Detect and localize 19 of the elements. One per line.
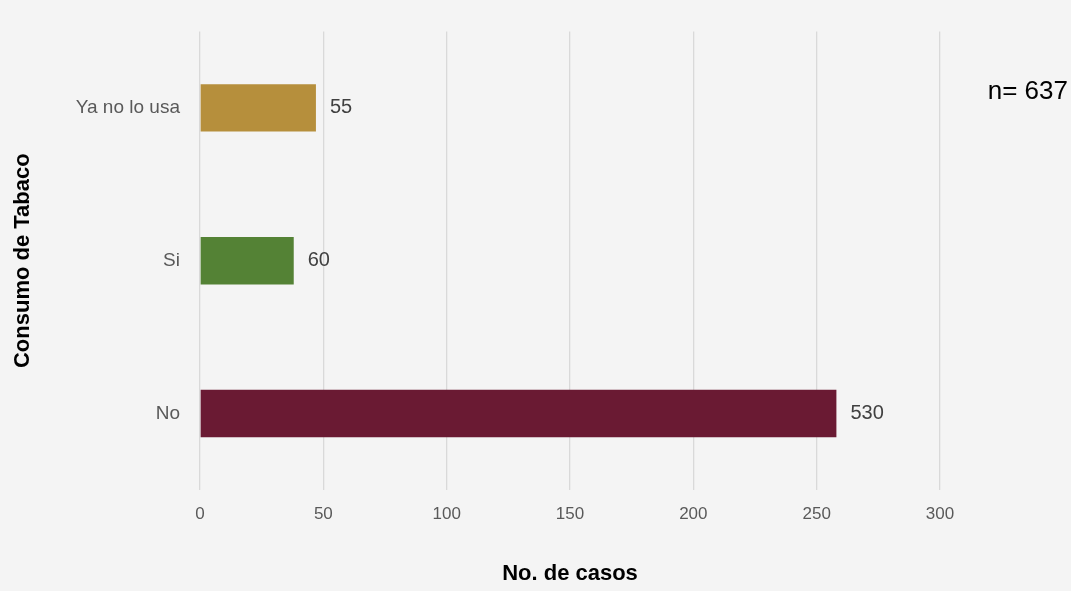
x-tick-label: 50: [313, 503, 333, 523]
bar: [200, 237, 294, 285]
x-tick-label: 150: [555, 503, 585, 523]
annotation: 55: [329, 95, 353, 118]
x-tick-label: 250: [802, 503, 831, 523]
x-axis-title: No. de casos: [502, 559, 638, 585]
annotation: 60: [307, 248, 330, 271]
x-tick-label: 100: [432, 503, 461, 523]
x-tick-label: 0: [195, 503, 205, 523]
text: n= 637: [987, 75, 1068, 106]
y-tick-label: No: [155, 401, 180, 423]
y-tick-label: Si: [163, 248, 180, 270]
x-tick-label: 300: [925, 503, 955, 523]
y-tick-label: Ya no lo usa: [75, 96, 181, 118]
annotation: 530: [850, 401, 884, 424]
x-tick-label: 200: [679, 503, 708, 523]
y-axis-title: Consumo de Tabaco: [9, 153, 35, 369]
bar: [200, 389, 837, 438]
bar: [200, 84, 316, 132]
